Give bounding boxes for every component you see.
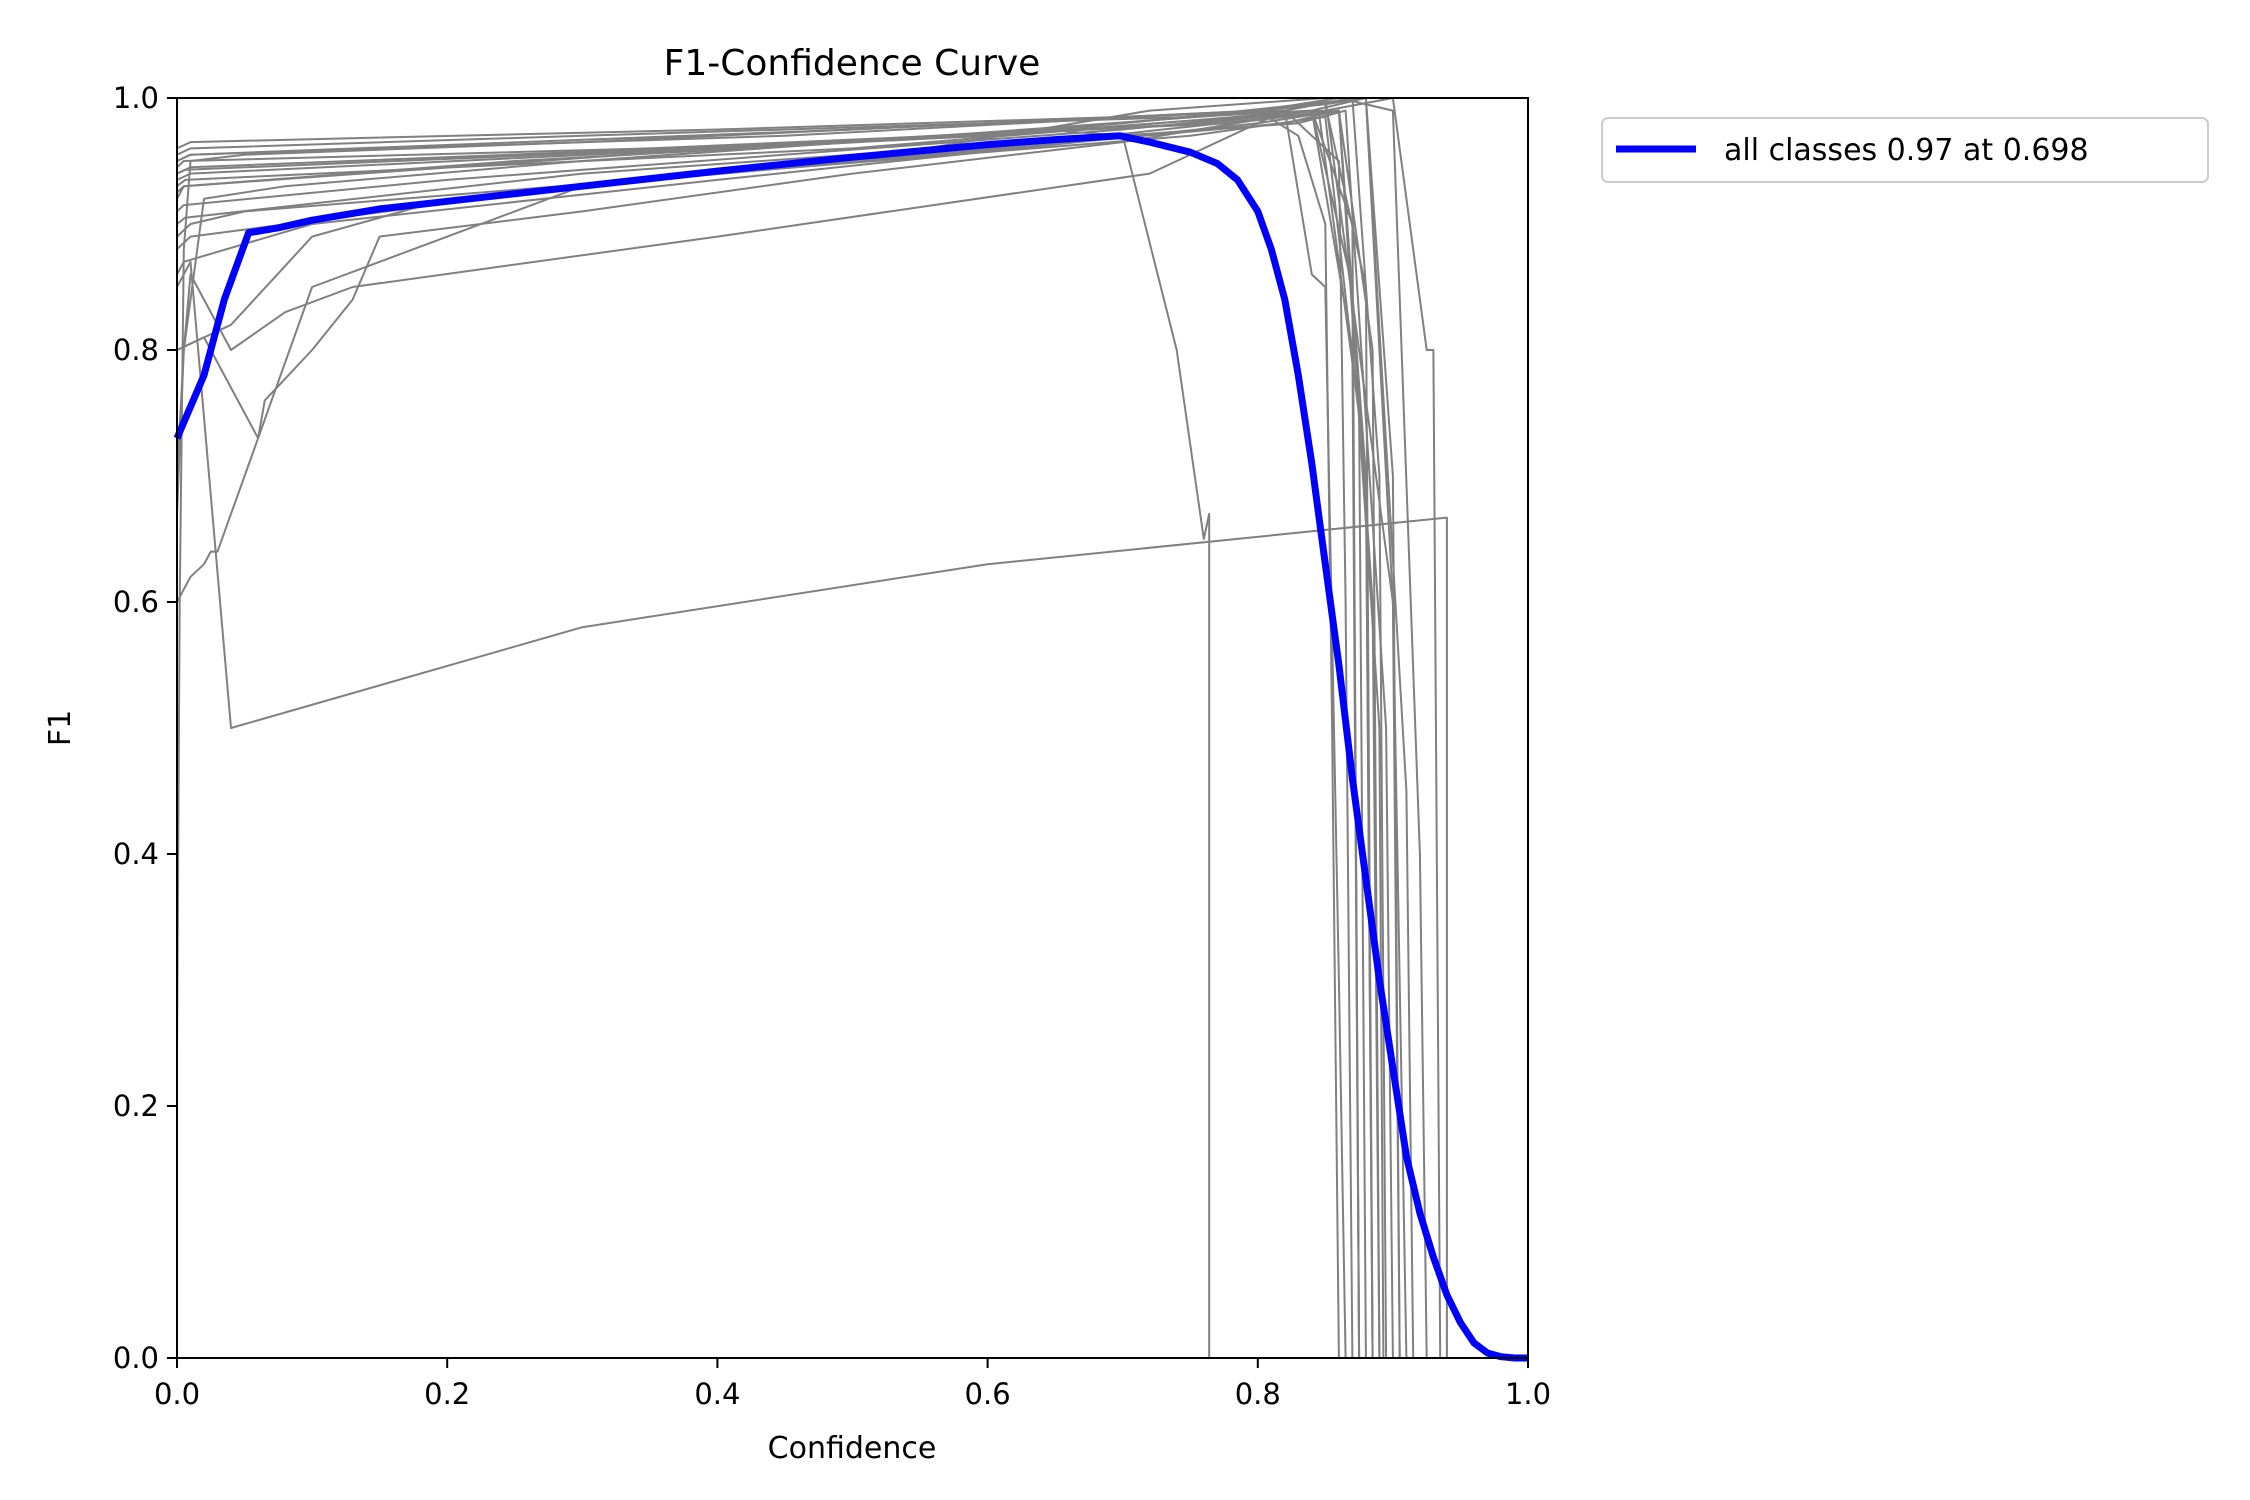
x-axis-label: Confidence bbox=[768, 1431, 937, 1466]
y-tick-label: 0.4 bbox=[113, 837, 159, 871]
y-axis-ticks: 0.0 0.2 0.4 0.6 0.8 1.0 bbox=[113, 81, 177, 1375]
legend: all classes 0.97 at 0.698 bbox=[1601, 117, 2209, 183]
y-tick-label: 0.8 bbox=[113, 333, 159, 367]
all-classes-curve bbox=[173, 132, 1528, 1362]
y-tick-label: 0.2 bbox=[113, 1089, 159, 1123]
class-curve-21 bbox=[176, 97, 1528, 1359]
x-axis-ticks: 0.0 0.2 0.4 0.6 0.8 1.0 bbox=[154, 1358, 1551, 1411]
per-class-curves bbox=[176, 97, 1528, 1359]
chart-title: F1-Confidence Curve bbox=[664, 43, 1041, 84]
class-curve-22 bbox=[176, 109, 1528, 1359]
legend-label-all-classes: all classes 0.97 at 0.698 bbox=[1724, 133, 2089, 168]
x-tick-label: 0.4 bbox=[694, 1377, 740, 1411]
class-curve-14 bbox=[176, 109, 1528, 1359]
x-tick-label: 0.6 bbox=[965, 1377, 1011, 1411]
plot-frame bbox=[176, 97, 1529, 1359]
y-tick-label: 0.0 bbox=[113, 1341, 159, 1375]
all-classes-curve-group bbox=[173, 132, 1528, 1362]
y-tick-label: 0.6 bbox=[113, 585, 159, 619]
x-tick-label: 1.0 bbox=[1505, 1377, 1551, 1411]
x-tick-label: 0.2 bbox=[424, 1377, 470, 1411]
x-tick-label: 0.8 bbox=[1235, 1377, 1281, 1411]
class-curve-16 bbox=[176, 109, 1528, 1359]
y-tick-label: 1.0 bbox=[113, 81, 159, 115]
y-axis-label: F1 bbox=[43, 710, 78, 746]
x-tick-label: 0.0 bbox=[154, 1377, 200, 1411]
legend-box bbox=[1601, 117, 2209, 183]
class-curve-17 bbox=[176, 260, 1528, 1359]
